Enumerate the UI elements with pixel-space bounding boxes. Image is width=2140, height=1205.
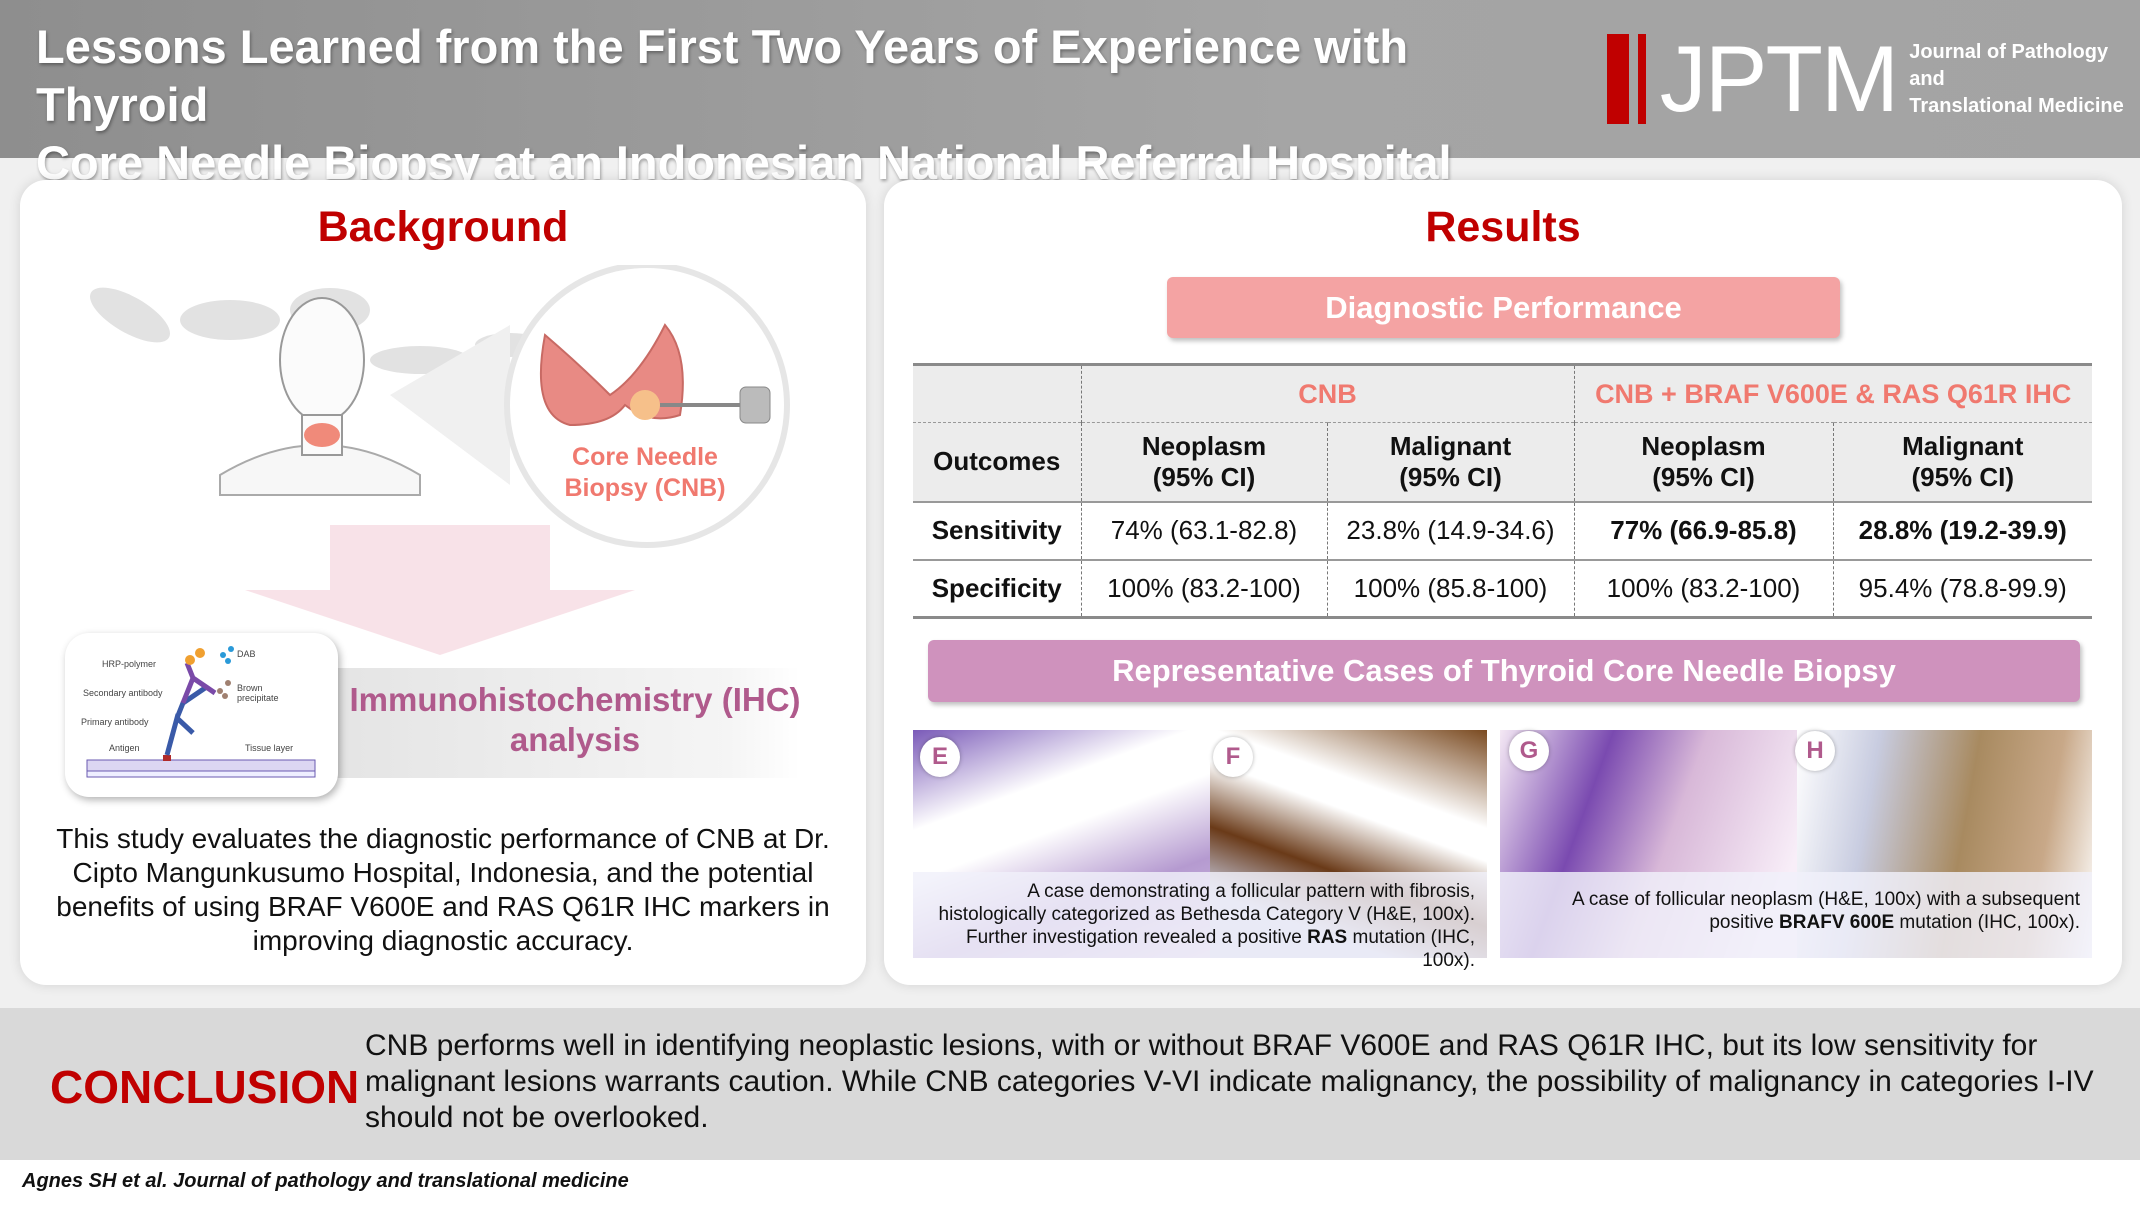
ihc-label-antigen: Antigen: [109, 743, 140, 753]
thyroid-zoom-circle: [504, 265, 790, 548]
background-title: Background: [317, 203, 569, 251]
panel-label-h: H: [1795, 731, 1835, 771]
ihc-schematic: [86, 646, 316, 778]
caption-text: A case demonstrating a follicular patter…: [938, 881, 1476, 948]
ihc-diagram: HRP-polymer Secondary antibody Primary a…: [65, 633, 338, 797]
table-cell: 28.8% (19.2-39.9): [1832, 500, 2092, 560]
panel-label-f: F: [1213, 737, 1253, 777]
zoom-beam: [390, 325, 510, 485]
caption-ef: A case demonstrating a follicular patter…: [913, 872, 1487, 971]
row-label: Specificity: [913, 558, 1081, 619]
col-header-line: (95% CI): [1652, 461, 1755, 492]
logo-text: JPTM: [1659, 26, 1899, 131]
ihc-label-secondary: Secondary antibody: [83, 688, 163, 698]
panel-label-e: E: [920, 737, 960, 777]
header: [0, 0, 2140, 158]
caption-bold: BRAFV 600E: [1779, 912, 1895, 933]
table-cell: 100% (85.8-100): [1326, 558, 1574, 619]
panel-label-g: G: [1509, 731, 1549, 771]
outcomes-header: Outcomes: [913, 422, 1081, 502]
performance-table: CNB CNB + BRAF V600E & RAS Q61R IHC Outc…: [913, 363, 2092, 619]
ihc-label-line: analysis: [509, 721, 641, 758]
col-header-line: Neoplasm: [1141, 430, 1267, 461]
caption-gh: A case of follicular neoplasm (H&E, 100x…: [1500, 872, 2092, 958]
background-text: This study evaluates the diagnostic perf…: [56, 823, 830, 956]
table-cell: 77% (66.9-85.8): [1573, 500, 1833, 560]
group-cnb: CNB: [1080, 363, 1574, 423]
down-arrow: [245, 525, 635, 655]
col-header: Malignant (95% CI): [1326, 422, 1574, 502]
ihc-label-tissue: Tissue layer: [245, 743, 294, 753]
journal-line: Journal of Pathology and: [1909, 40, 2109, 90]
diagnostic-performance-banner: Diagnostic Performance: [1167, 277, 1840, 338]
table-cell: 100% (83.2-100): [1080, 558, 1327, 619]
caption-text: mutation (IHC, 100x).: [1347, 927, 1476, 971]
caption-text: mutation (IHC, 100x).: [1894, 912, 2080, 933]
conclusion-title: CONCLUSION: [50, 1061, 360, 1113]
ihc-label-dab: DAB: [237, 649, 256, 659]
journal-name: Journal of Pathology and Translational Me…: [1909, 39, 2140, 120]
poster-title: Lessons Learned from the First Two Years…: [36, 18, 1576, 192]
title-line: Lessons Learned from the First Two Years…: [36, 20, 1409, 131]
ihc-label-hrp: HRP-polymer: [102, 659, 157, 669]
background-illustration: [90, 265, 790, 655]
col-header-line: (95% CI): [1152, 461, 1256, 492]
cnb-label-line: Core Needle: [572, 443, 718, 471]
col-header-line: Malignant: [1902, 430, 2024, 461]
caption-bold: RAS: [1307, 927, 1348, 948]
logo-bar: [1607, 34, 1630, 124]
cnb-label-line: Biopsy (CNB): [564, 474, 726, 502]
ihc-analysis-label: Immunohistochemistry (IHC) analysis: [340, 680, 810, 760]
person-icon: [219, 297, 421, 496]
table-column-header: Outcomes Neoplasm (95% CI) Malignant (95% …: [913, 422, 2092, 502]
conclusion-text: CNB performs well in identifying neoplas…: [365, 1029, 2094, 1134]
col-header: Neoplasm (95% CI): [1080, 422, 1327, 502]
table-cell: 23.8% (14.9-34.6): [1326, 500, 1574, 560]
group-cnb-ihc: CNB + BRAF V600E & RAS Q61R IHC: [1573, 363, 2092, 423]
ihc-label-line: Brown: [237, 683, 263, 693]
cnb-label: Core Needle Biopsy (CNB): [540, 442, 750, 504]
ihc-label-primary: Primary antibody: [81, 717, 149, 727]
representative-cases-banner: Representative Cases of Thyroid Core Nee…: [928, 640, 2080, 702]
empty-cell: [913, 363, 1081, 423]
col-header-line: (95% CI): [1911, 461, 2015, 492]
col-header-line: (95% CI): [1399, 461, 1502, 492]
col-header: Malignant (95% CI): [1832, 422, 2092, 502]
col-header: Neoplasm (95% CI): [1573, 422, 1833, 502]
results-title: Results: [1425, 203, 1581, 251]
table-cell: 100% (83.2-100): [1573, 558, 1833, 619]
ihc-label-line: precipitate: [237, 693, 279, 703]
ihc-band: [330, 668, 800, 778]
logo-bar: [1638, 34, 1646, 124]
table-cell: 74% (63.1-82.8): [1080, 500, 1327, 560]
caption-text: A case of follicular neoplasm (H&E, 100x…: [1572, 889, 2080, 933]
conclusion-band: [0, 1008, 2140, 1160]
row-label: Sensitivity: [913, 500, 1081, 560]
col-header-line: Malignant: [1389, 430, 1512, 461]
jptm-logo: JPTM Journal of Pathology and Translation…: [1607, 26, 2140, 131]
ihc-label-line: Immunohistochemistry (IHC): [349, 681, 801, 718]
col-header-line: Neoplasm: [1641, 430, 1766, 461]
table-row: Specificity 100% (83.2-100) 100% (85.8-1…: [913, 558, 2092, 619]
citation: Agnes SH et al. Journal of pathology and…: [22, 1170, 629, 1192]
journal-line: Translational Medicine: [1909, 94, 2124, 117]
table-group-header: CNB CNB + BRAF V600E & RAS Q61R IHC: [913, 363, 2092, 423]
table-row: Sensitivity 74% (63.1-82.8) 23.8% (14.9-…: [913, 500, 2092, 560]
table-cell: 95.4% (78.8-99.9): [1832, 558, 2092, 619]
ihc-label-brown: Brown precipitate: [237, 683, 279, 703]
